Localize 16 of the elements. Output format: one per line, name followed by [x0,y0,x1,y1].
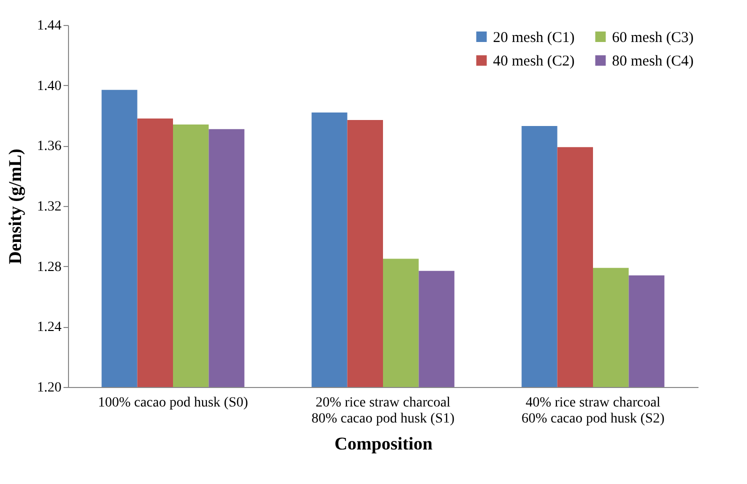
legend-label: 60 mesh (C3) [612,30,694,46]
x-tick-label: 100% cacao pod husk (S0) [98,396,248,410]
x-tick-label: 40% rice straw charcoal 60% cacao pod husk (S2) [521,396,665,426]
x-tick-label: 20% rice straw charcoal 80% cacao pod husk (S1) [311,396,455,426]
legend-label: 80 mesh (C4) [612,54,694,70]
y-tick-label: 1.28 [37,260,62,275]
y-tick-label: 1.40 [37,78,62,94]
legend-label: 40 mesh (C2) [493,54,575,70]
y-tick-label: 1.36 [37,139,62,154]
x-axis-title: Composition [334,434,433,454]
y-axis-title: Density (g/mL) [5,148,25,264]
y-tick-label: 1.32 [37,200,62,214]
legend-label: 20 mesh (C1) [493,30,575,46]
y-tick-label: 1.24 [37,320,62,336]
y-tick-label: 1.44 [37,18,62,34]
y-tick-label: 1.20 [37,380,62,396]
